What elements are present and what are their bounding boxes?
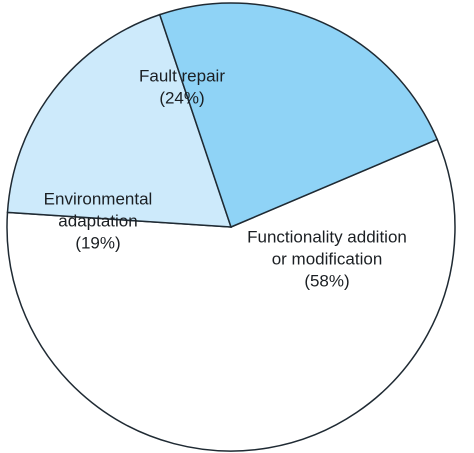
slice-label-1: Environmental adaptation (19%) xyxy=(44,189,153,252)
slice-label-line: (58%) xyxy=(304,271,349,290)
slice-label-line: Fault repair xyxy=(139,66,225,85)
pie-slice-1 xyxy=(6,13,233,228)
slice-label-0: Functionality addition or modification (58… xyxy=(247,227,407,290)
pie-slice-0 xyxy=(6,138,456,452)
pie-slices xyxy=(6,2,456,452)
pie-slice-2 xyxy=(158,2,439,229)
slice-label-line: or modification xyxy=(272,249,383,268)
slice-label-line: Functionality addition xyxy=(247,227,407,246)
slice-label-line: adaptation xyxy=(58,211,137,230)
slice-label-line: (24%) xyxy=(159,88,204,107)
slice-label-line: (19%) xyxy=(75,233,120,252)
pie-labels: Functionality addition or modification (58… xyxy=(44,66,407,290)
slice-label-2: Fault repair (24%) xyxy=(139,66,225,107)
slice-label-line: Environmental xyxy=(44,189,153,208)
